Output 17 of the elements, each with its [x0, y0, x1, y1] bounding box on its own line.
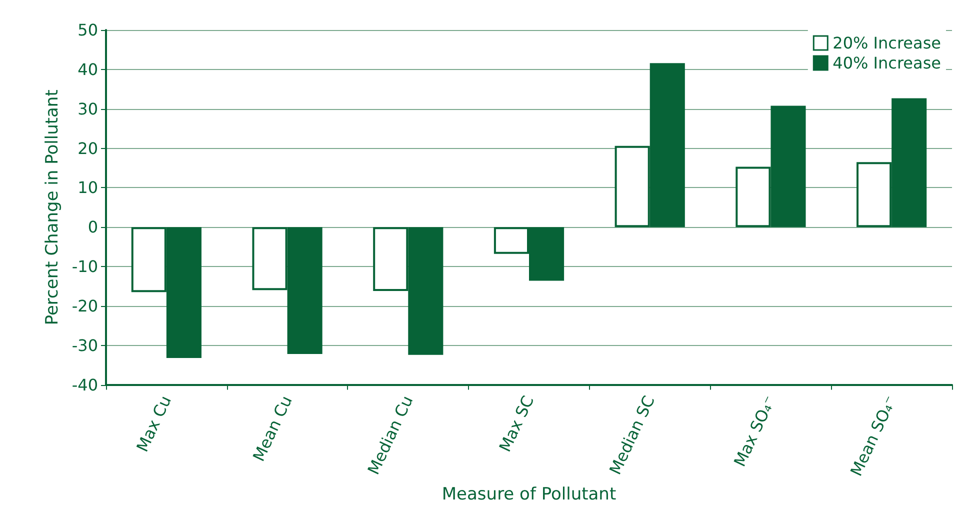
- y-tick-label: 20: [78, 138, 98, 158]
- legend-label: 20% Increase: [832, 34, 941, 52]
- y-tick-label: 0: [88, 218, 98, 237]
- y-tick-label: 50: [78, 20, 98, 40]
- x-tick-label: Max SC: [495, 392, 538, 455]
- y-tick-label: 10: [78, 178, 98, 198]
- legend-label: 40% Increase: [832, 54, 941, 72]
- x-tick-label: Max Cu: [132, 392, 176, 455]
- x-tick-label: Max SO₄⁻: [730, 392, 780, 470]
- y-axis-title: Percent Change in Pollutant: [42, 89, 62, 326]
- y-tick-label: -10: [72, 257, 98, 276]
- y-tick-label: 40: [78, 60, 98, 79]
- y-tick-label: 30: [78, 99, 98, 118]
- y-tick-label: -30: [72, 336, 98, 355]
- y-tick-label: -20: [72, 296, 98, 316]
- x-axis-title: Measure of Pollutant: [442, 484, 616, 504]
- y-tick-label: -40: [72, 375, 98, 394]
